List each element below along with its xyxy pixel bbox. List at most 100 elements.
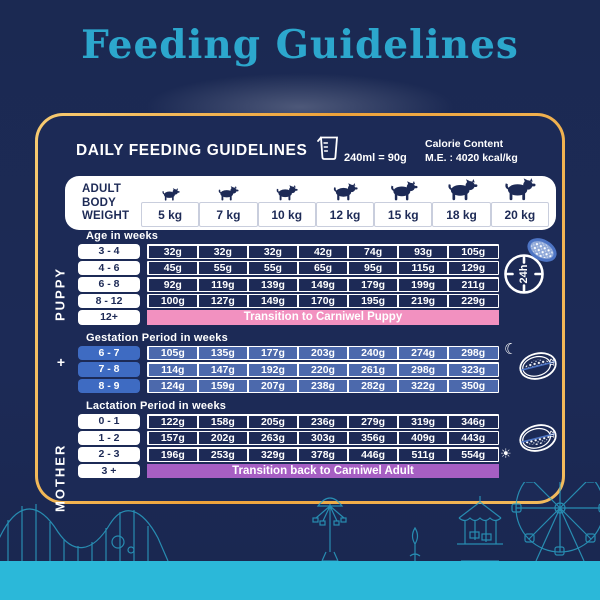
dose-cell: 298g: [398, 363, 448, 376]
dose-cell: 115g: [398, 262, 448, 274]
weight-value: 20 kg: [490, 202, 549, 227]
dose-cell: 195g: [348, 295, 398, 307]
weight-column: 18 kg: [432, 176, 491, 230]
dose-cell: 170g: [298, 295, 348, 307]
calorie-content-title: Calorie Content: [425, 138, 504, 150]
dose-cell: 196g: [148, 448, 198, 461]
dose-cell: 199g: [398, 278, 448, 291]
dose-cells: 122g 158g 205g 236g 279g 319g 346g: [147, 414, 499, 429]
row-label-pill: 8 - 9: [78, 378, 140, 393]
dose-cell: 45g: [148, 262, 198, 274]
dose-cell: 105g: [448, 245, 498, 258]
dose-cells: 45g 55g 55g 65g 95g 115g 129g: [147, 260, 499, 275]
dose-cell: 202g: [198, 432, 248, 444]
dose-cell: 298g: [448, 347, 498, 359]
dose-cell: 274g: [398, 347, 448, 359]
weight-value: 18 kg: [432, 202, 491, 227]
dose-cell: 211g: [448, 278, 498, 291]
weight-value: 12 kg: [315, 202, 375, 227]
flame-icon: [409, 526, 421, 561]
table-row: 8 - 9 124g 159g 207g 238g 282g 322g 350g: [78, 378, 562, 393]
adult-body-weight-label: ADULT BODY WEIGHT: [65, 176, 141, 230]
dose-cell: 157g: [148, 432, 198, 444]
row-label-pill: 0 - 1: [78, 414, 140, 429]
dose-cell: 207g: [248, 380, 298, 392]
dose-cell: 119g: [198, 278, 248, 291]
lactation-label: Lactation Period in weeks: [86, 400, 227, 412]
dose-cell: 95g: [348, 262, 398, 274]
puppy-age-table: 3 - 4 32g 32g 32g 42g 74g 93g 105g 4 - 6 45g 55g 55…: [38, 244, 562, 325]
adult-body-weight-line: ADULT: [82, 183, 122, 195]
dose-cell: 322g: [398, 380, 448, 392]
dose-cell: 350g: [448, 380, 498, 392]
feed-24h-clock-icon: 24h: [504, 238, 557, 294]
dose-cell: 55g: [248, 262, 298, 274]
dose-cell: 149g: [248, 295, 298, 307]
dose-cell: 220g: [298, 363, 348, 376]
dose-cell: 32g: [148, 245, 198, 258]
dose-cell: 229g: [448, 295, 498, 307]
dose-cell: 55g: [198, 262, 248, 274]
dose-cell: 378g: [298, 448, 348, 461]
dose-cell: 74g: [348, 245, 398, 258]
dog-silhouette-icon: [275, 185, 298, 202]
table-row: 12+ Transition to Carniwel Puppy: [78, 310, 562, 325]
row-label-pill: 12+: [78, 310, 140, 325]
carousel-icon: [457, 496, 503, 562]
dose-cell: 238g: [298, 380, 348, 392]
dose-cell: 92g: [148, 278, 198, 291]
dose-cell: 443g: [448, 432, 498, 444]
dose-cell: 100g: [148, 295, 198, 307]
dose-cell: 139g: [248, 278, 298, 291]
row-label-pill: 6 - 8: [78, 277, 140, 292]
dose-cell: 32g: [198, 245, 248, 258]
feeding-table-sections: Age in weeks 3 - 4 32g 32g 32g 42g 74g 93g 105g 4…: [38, 230, 562, 485]
row-label-pill: 8 - 12: [78, 293, 140, 308]
dose-cell: 65g: [298, 262, 348, 274]
dog-silhouette-icon: [446, 179, 478, 202]
row-label-pill: 3 - 4: [78, 244, 140, 259]
weight-column: 15 kg: [374, 176, 433, 230]
table-row: 6 - 7 105g 135g 177g 203g 240g 274g 298g: [78, 345, 562, 360]
dose-cell: 261g: [348, 363, 398, 376]
ferris-wheel-icon: [511, 482, 600, 562]
lactation-table: 0 - 1 122g 158g 205g 236g 279g 319g 346g 1 - 2 15…: [38, 414, 562, 478]
dose-cell: 219g: [398, 295, 448, 307]
table-row: 1 - 2 157g 202g 263g 303g 356g 409g 443g: [78, 430, 562, 445]
dog-silhouette-icon: [503, 178, 536, 202]
row-label-pill: 7 - 8: [78, 362, 140, 377]
transition-banner: Transition back to Carniwel Adult: [147, 463, 499, 478]
svg-text:1/2: 1/2: [550, 358, 556, 366]
row-label-pill: 4 - 6: [78, 260, 140, 275]
adult-body-weight-band: ADULT BODY WEIGHT 5 kg 7 kg 10 kg 12 kg 15 kg 1…: [65, 176, 556, 230]
svg-text:24h: 24h: [518, 264, 530, 283]
weight-value: 10 kg: [257, 202, 316, 227]
dose-cell: 205g: [248, 415, 298, 428]
card-heading: DAILY FEEDING GUIDELINES: [76, 142, 308, 159]
dog-silhouette-icon: [389, 181, 418, 202]
plus-sign: +: [56, 354, 66, 370]
table-row: 3 + Transition back to Carniwel Adult: [78, 463, 562, 478]
gestation-night-half-bowl-icon: ☾ 1/2: [504, 340, 557, 380]
dose-cell: 554g: [448, 448, 498, 461]
dog-silhouette-icon: [217, 186, 239, 202]
carnival-decoration: [0, 482, 600, 562]
calorie-content-value: M.E. : 4020 kcal/kg: [425, 151, 518, 164]
dose-cell: 303g: [298, 432, 348, 444]
weight-column: 12 kg: [315, 176, 375, 230]
table-row: 7 - 8 114g 147g 192g 220g 261g 298g 323g: [78, 362, 562, 377]
adult-body-weight-line: WEIGHT: [82, 210, 130, 223]
dose-cell: 114g: [148, 363, 198, 376]
swing-ride-icon: [312, 497, 347, 562]
dose-cell: 346g: [448, 415, 498, 428]
dose-cell: 446g: [348, 448, 398, 461]
dose-cells: 114g 147g 192g 220g 261g 298g 323g: [147, 362, 499, 377]
dose-cell: 179g: [348, 278, 398, 291]
dose-cell: 240g: [348, 347, 398, 359]
dose-cell: 356g: [348, 432, 398, 444]
dose-cells: 157g 202g 263g 303g 356g 409g 443g: [147, 430, 499, 445]
weight-column: 7 kg: [199, 176, 258, 230]
dose-cell: 129g: [448, 262, 498, 274]
table-row: 8 - 12 100g 127g 149g 170g 195g 219g 229g: [78, 293, 562, 308]
